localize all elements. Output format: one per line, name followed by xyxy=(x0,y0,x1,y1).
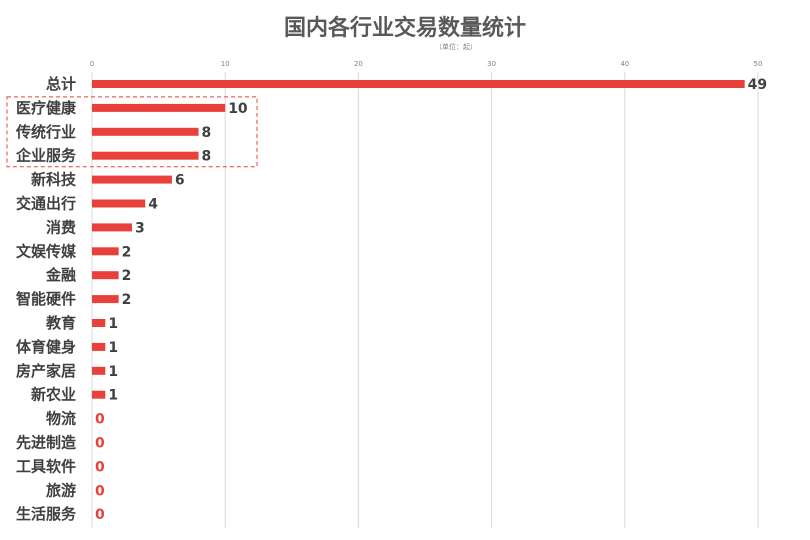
data-label: 1 xyxy=(108,364,118,380)
data-label: 0 xyxy=(95,412,105,428)
bar xyxy=(92,319,106,327)
data-label: 0 xyxy=(95,436,105,452)
highlight-box-group xyxy=(6,96,258,168)
category-label: 医疗健康 xyxy=(16,99,77,117)
bar xyxy=(92,342,106,351)
category-label: 消费 xyxy=(46,218,76,236)
category-label: 教育 xyxy=(45,314,76,332)
chart-title: 国内各行业交易数量统计 xyxy=(283,16,526,41)
data-label: 49 xyxy=(748,77,767,93)
chart-subtitle: （单位：起） xyxy=(435,43,477,51)
data-label: 1 xyxy=(108,388,118,404)
category-label: 新科技 xyxy=(31,171,77,189)
category-label: 新农业 xyxy=(31,386,76,404)
category-labels: 总计医疗健康传统行业企业服务新科技交通出行消费文娱传媒金融智能硬件教育体育健身房… xyxy=(15,75,77,523)
bars xyxy=(92,80,745,399)
data-label: 4 xyxy=(148,197,158,213)
category-label: 体育健身 xyxy=(16,338,76,356)
x-tick-label: 0 xyxy=(90,60,94,68)
category-label: 企业服务 xyxy=(15,147,77,165)
bar xyxy=(92,295,119,304)
data-label: 1 xyxy=(108,340,118,356)
data-label: 2 xyxy=(122,292,132,308)
category-label: 旅游 xyxy=(46,481,76,499)
bar xyxy=(92,175,172,184)
category-label: 文娱传媒 xyxy=(16,242,77,260)
data-label: 6 xyxy=(175,173,185,189)
category-label: 生活服务 xyxy=(16,505,77,523)
data-label: 3 xyxy=(135,220,145,236)
bar xyxy=(92,127,199,136)
category-label: 智能硬件 xyxy=(16,290,76,308)
bar xyxy=(92,271,119,280)
bar xyxy=(92,390,106,399)
data-label: 8 xyxy=(202,149,212,165)
data-label: 0 xyxy=(95,483,105,499)
category-label: 物流 xyxy=(46,410,76,428)
bar xyxy=(92,103,226,112)
data-label: 0 xyxy=(95,507,105,523)
bar xyxy=(92,80,745,88)
category-label: 交通出行 xyxy=(16,195,76,213)
x-tick-label: 30 xyxy=(487,60,496,68)
category-label: 先进制造 xyxy=(16,434,76,452)
x-tick-label: 10 xyxy=(221,60,230,68)
data-label: 8 xyxy=(202,125,212,141)
data-label: 2 xyxy=(122,244,132,260)
data-label: 2 xyxy=(122,268,132,284)
category-label: 总计 xyxy=(46,75,76,93)
bar xyxy=(92,366,106,375)
data-label: 1 xyxy=(108,316,118,332)
category-label: 房产家居 xyxy=(16,362,76,380)
bar xyxy=(92,199,146,208)
category-label: 传统行业 xyxy=(15,123,76,141)
data-label: 0 xyxy=(95,459,105,475)
grid-lines xyxy=(91,72,759,528)
bar xyxy=(92,151,199,160)
data-label: 10 xyxy=(228,101,248,117)
bar xyxy=(92,223,132,232)
category-label: 金融 xyxy=(45,266,76,284)
category-label: 工具软件 xyxy=(16,457,76,475)
bar xyxy=(92,247,119,256)
x-tick-label: 40 xyxy=(620,60,629,68)
x-tick-label: 50 xyxy=(754,60,763,68)
highlight-box xyxy=(6,96,258,168)
x-axis-ticks: 0 10 20 30 40 50 xyxy=(90,60,763,68)
x-tick-label: 20 xyxy=(354,60,363,68)
